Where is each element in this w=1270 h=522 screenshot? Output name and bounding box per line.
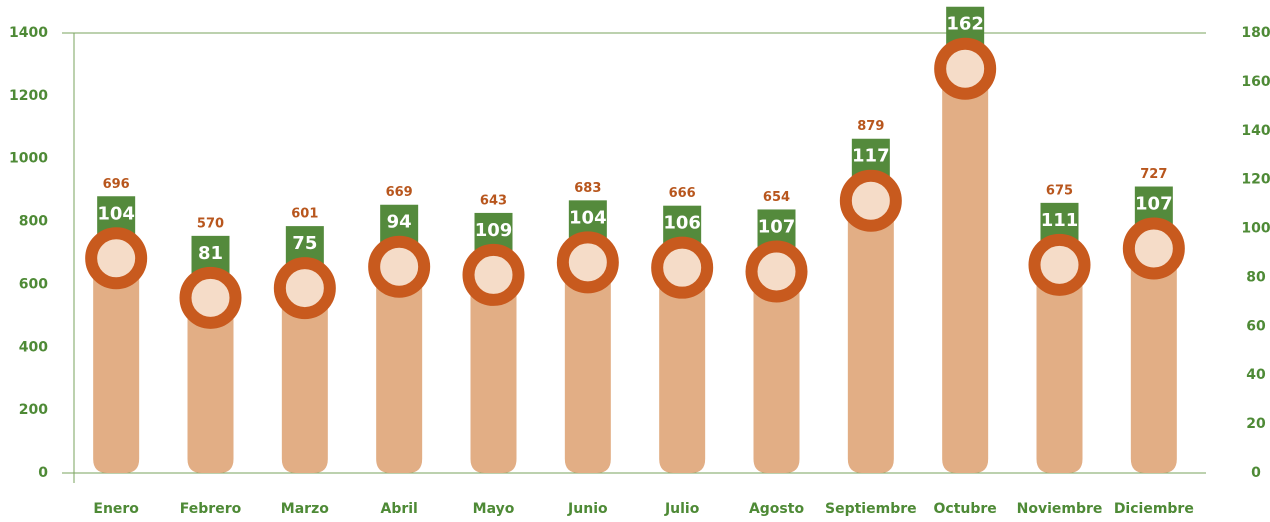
y-tick-label: 0 [38, 465, 48, 481]
value-label: 666 [669, 186, 696, 201]
bar [281, 284, 328, 473]
y-tick-label: 1000 [9, 151, 48, 167]
y2-tick-label: 20 [1246, 416, 1266, 432]
value-label: 879 [857, 119, 884, 134]
value-label: 696 [103, 177, 130, 192]
x-tick-label: Octubre [934, 501, 997, 517]
value-label: 675 [1046, 183, 1073, 198]
value-label: 643 [480, 193, 507, 208]
bar [753, 267, 800, 473]
value-label: 601 [291, 207, 318, 222]
bar [187, 293, 234, 473]
marker [745, 240, 808, 303]
green-value-label: 104 [569, 207, 607, 228]
marker [85, 227, 148, 290]
bar [847, 196, 894, 473]
marker [651, 236, 714, 299]
value-label: 669 [386, 185, 413, 200]
y2-tick-label: 60 [1246, 318, 1266, 334]
value-label: 683 [574, 181, 601, 196]
y2-tick-label: 80 [1246, 269, 1266, 285]
bar [1130, 244, 1177, 473]
bar [376, 262, 423, 473]
green-value-label: 117 [852, 146, 890, 167]
value-label: 727 [1140, 167, 1167, 182]
green-value-label: 109 [475, 220, 513, 241]
x-tick-label: Agosto [749, 501, 805, 517]
value-label: 1299 [947, 0, 983, 2]
bar [564, 258, 611, 473]
x-tick-label: Noviembre [1017, 501, 1103, 517]
x-tick-label: Julio [664, 501, 700, 517]
marker [556, 231, 619, 294]
green-value-label: 81 [198, 243, 223, 264]
marker [839, 169, 902, 232]
y-tick-label: 600 [19, 276, 48, 292]
y-tick-label: 400 [19, 339, 48, 355]
value-label: 570 [197, 216, 224, 231]
green-value-label: 94 [387, 212, 412, 233]
x-tick-label: Abril [380, 501, 417, 517]
green-value-label: 162 [946, 14, 984, 35]
marker [1122, 217, 1185, 280]
marker [1028, 233, 1091, 296]
green-value-label: 75 [292, 233, 317, 254]
x-tick-label: Junio [567, 501, 608, 517]
y2-tick-label: 100 [1241, 221, 1270, 237]
y2-tick-label: 120 [1241, 172, 1270, 188]
green-value-label: 104 [97, 203, 135, 224]
bar [1036, 260, 1083, 473]
y2-tick-label: 160 [1241, 74, 1270, 90]
marker [179, 266, 242, 329]
value-label: 654 [763, 190, 790, 205]
green-value-label: 107 [1135, 194, 1173, 215]
marker [368, 235, 431, 298]
bar [942, 64, 989, 473]
x-tick-label: Septiembre [825, 501, 917, 517]
y-tick-label: 1400 [9, 25, 48, 41]
y-tick-label: 200 [19, 402, 48, 418]
green-value-label: 111 [1041, 210, 1079, 231]
marker [273, 257, 336, 320]
y2-tick-label: 40 [1246, 367, 1266, 383]
y-tick-label: 1200 [9, 88, 48, 104]
y2-tick-label: 0 [1251, 465, 1261, 481]
x-tick-label: Marzo [281, 501, 329, 517]
marker [934, 37, 997, 100]
y2-tick-label: 140 [1241, 123, 1270, 139]
bar [470, 270, 517, 473]
bar [93, 254, 140, 473]
y2-tick-label: 180 [1241, 25, 1270, 41]
bar [659, 263, 706, 473]
x-tick-label: Mayo [473, 501, 515, 517]
y-tick-label: 800 [19, 214, 48, 230]
x-tick-label: Febrero [180, 501, 242, 517]
green-value-label: 106 [663, 213, 701, 234]
x-tick-label: Diciembre [1114, 501, 1194, 517]
green-value-label: 107 [758, 216, 796, 237]
x-tick-label: Enero [93, 501, 139, 517]
marker [462, 243, 525, 306]
